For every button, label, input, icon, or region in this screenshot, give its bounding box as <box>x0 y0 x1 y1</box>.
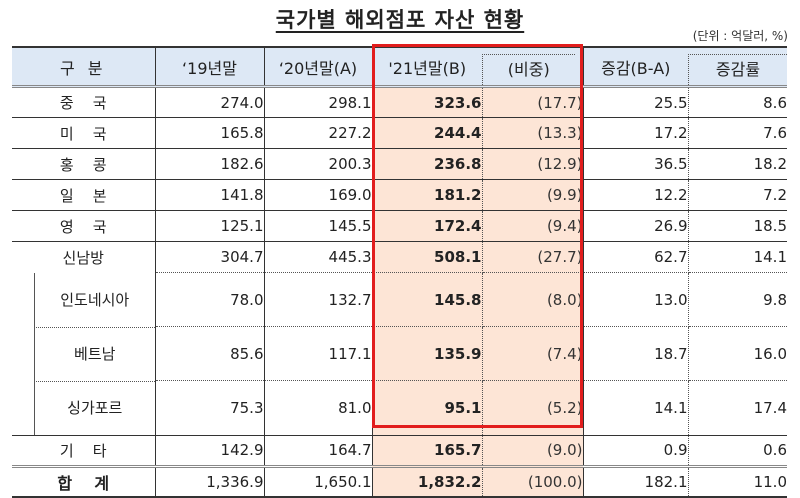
cell-2019: 165.8 <box>155 117 265 149</box>
cell-rate: 0.6 <box>688 435 787 468</box>
cell-2020: 117.1 <box>264 326 373 381</box>
cell-change: 13.0 <box>583 272 689 327</box>
cell-share: (8.0) <box>482 272 584 327</box>
cell-2021: 323.6 <box>372 86 483 118</box>
cell-share: (9.0) <box>482 435 584 468</box>
header-2020: ‘20년말(A) <box>264 46 373 88</box>
cell-2020: 132.7 <box>264 272 373 327</box>
cell-rate: 11.0 <box>688 466 787 498</box>
cell-change: 14.1 <box>583 380 689 436</box>
cell-share: (9.4) <box>482 210 584 242</box>
cell-2021: 95.1 <box>372 380 483 436</box>
cell-rate: 18.5 <box>688 210 787 242</box>
cell-2021: 508.1 <box>372 241 483 273</box>
cell-2020: 145.5 <box>264 210 373 242</box>
cell-2021: 1,832.2 <box>372 466 483 498</box>
row-label: 기 타 <box>12 435 156 468</box>
row-label: 중 국 <box>12 86 156 118</box>
table-title: 국가별 해외점포 자산 현황 <box>275 8 525 32</box>
cell-2019: 125.1 <box>155 210 265 242</box>
row-label-total: 합 계 <box>12 466 156 498</box>
asset-table: 구 분 ‘19년말 ‘20년말(A) '21년말(B) (비중) 증감(B-A)… <box>12 46 787 498</box>
cell-rate: 7.2 <box>688 179 787 211</box>
unit-note: (단위 : 억달러, %) <box>692 29 788 43</box>
header-2019: ‘19년말 <box>155 46 265 88</box>
cell-2019: 274.0 <box>155 86 265 118</box>
row-label: 베트남 <box>12 326 156 382</box>
row-label: 영 국 <box>12 210 156 242</box>
cell-rate: 14.1 <box>688 241 787 273</box>
header-change-rate: 증감률 <box>688 46 787 88</box>
table-row: 영 국 125.1 145.5 172.4 (9.4) 26.9 18.5 <box>12 210 787 242</box>
row-label: 신남방 <box>12 241 156 273</box>
table-row: 일 본 141.8 169.0 181.2 (9.9) 12.2 7.2 <box>12 179 787 211</box>
cell-2020: 81.0 <box>264 380 373 436</box>
cell-2019: 1,336.9 <box>155 466 265 498</box>
row-label: 홍 콩 <box>12 148 156 180</box>
header-share: (비중) <box>482 46 584 88</box>
table-row: 홍 콩 182.6 200.3 236.8 (12.9) 36.5 18.2 <box>12 148 787 180</box>
cell-2021: 181.2 <box>372 179 483 211</box>
table-row-sub: 싱가포르 75.3 81.0 95.1 (5.2) 14.1 17.4 <box>12 380 787 436</box>
cell-share: (5.2) <box>482 380 584 436</box>
cell-2019: 142.9 <box>155 435 265 468</box>
table-row: 중 국 274.0 298.1 323.6 (17.7) 25.5 8.6 <box>12 86 787 118</box>
cell-change: 25.5 <box>583 86 689 118</box>
header-2021: '21년말(B) <box>372 46 482 88</box>
cell-2019: 78.0 <box>155 272 265 327</box>
cell-2020: 1,650.1 <box>264 466 373 498</box>
cell-share: (27.7) <box>482 241 584 273</box>
header-row: 구 분 ‘19년말 ‘20년말(A) '21년말(B) (비중) 증감(B-A)… <box>12 46 787 88</box>
cell-change: 17.2 <box>583 117 689 149</box>
cell-rate: 18.2 <box>688 148 787 180</box>
cell-change: 62.7 <box>583 241 689 273</box>
cell-share: (100.0) <box>482 466 584 498</box>
row-label: 싱가포르 <box>12 380 156 436</box>
row-label: 미 국 <box>12 117 156 149</box>
cell-2021: 135.9 <box>372 326 483 381</box>
cell-2020: 200.3 <box>264 148 373 180</box>
cell-rate: 16.0 <box>688 326 787 381</box>
cell-2019: 182.6 <box>155 148 265 180</box>
cell-rate: 9.8 <box>688 272 787 327</box>
cell-2019: 75.3 <box>155 380 265 436</box>
cell-share: (7.4) <box>482 326 584 381</box>
cell-2021: 145.8 <box>372 272 483 327</box>
table-row-total: 합 계 1,336.9 1,650.1 1,832.2 (100.0) 182.… <box>12 466 787 498</box>
cell-2021: 236.8 <box>372 148 483 180</box>
table-row-sub: 베트남 85.6 117.1 135.9 (7.4) 18.7 16.0 <box>12 326 787 382</box>
cell-share: (17.7) <box>482 86 584 118</box>
cell-2019: 141.8 <box>155 179 265 211</box>
cell-2020: 169.0 <box>264 179 373 211</box>
cell-2021: 172.4 <box>372 210 483 242</box>
cell-change: 12.2 <box>583 179 689 211</box>
table-row-sub: 인도네시아 78.0 132.7 145.8 (8.0) 13.0 9.8 <box>12 272 787 328</box>
cell-share: (9.9) <box>482 179 584 211</box>
cell-change: 26.9 <box>583 210 689 242</box>
header-category: 구 분 <box>12 46 156 88</box>
cell-2019: 304.7 <box>155 241 265 273</box>
table-row-group-parent: 신남방 304.7 445.3 508.1 (27.7) 62.7 14.1 <box>12 241 787 273</box>
cell-2021: 165.7 <box>372 435 483 468</box>
row-label: 일 본 <box>12 179 156 211</box>
cell-2019: 85.6 <box>155 326 265 381</box>
cell-share: (13.3) <box>482 117 584 149</box>
cell-share: (12.9) <box>482 148 584 180</box>
cell-2020: 445.3 <box>264 241 373 273</box>
cell-2021: 244.4 <box>372 117 483 149</box>
cell-rate: 7.6 <box>688 117 787 149</box>
cell-2020: 227.2 <box>264 117 373 149</box>
cell-rate: 17.4 <box>688 380 787 436</box>
cell-2020: 164.7 <box>264 435 373 468</box>
header-change: 증감(B-A) <box>582 46 688 88</box>
table-row: 기 타 142.9 164.7 165.7 (9.0) 0.9 0.6 <box>12 435 787 468</box>
table-row: 미 국 165.8 227.2 244.4 (13.3) 17.2 7.6 <box>12 117 787 149</box>
cell-rate: 8.6 <box>688 86 787 118</box>
cell-change: 36.5 <box>583 148 689 180</box>
row-label: 인도네시아 <box>12 272 156 328</box>
cell-2020: 298.1 <box>264 86 373 118</box>
cell-change: 0.9 <box>583 435 689 468</box>
cell-change: 18.7 <box>583 326 689 381</box>
cell-change: 182.1 <box>583 466 689 498</box>
